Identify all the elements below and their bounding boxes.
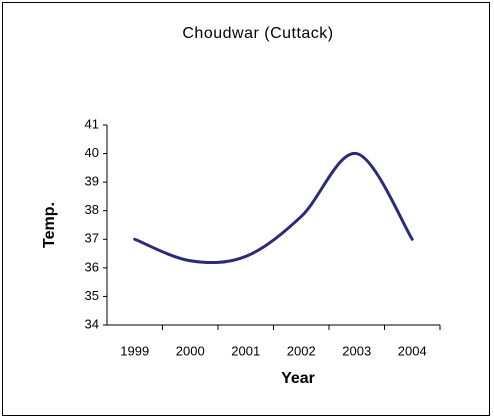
chart-border	[2, 2, 490, 416]
y-tick-label: 37	[85, 231, 99, 246]
y-tick-label: 35	[85, 288, 99, 303]
x-tick-label: 2004	[398, 343, 427, 358]
x-tick-label: 2003	[342, 343, 371, 358]
y-tick-label: 34	[85, 316, 99, 331]
y-tick-label: 38	[85, 202, 99, 217]
x-tick-label: 2001	[231, 343, 260, 358]
y-tick-label: 41	[85, 116, 99, 131]
y-tick-label: 39	[85, 174, 99, 189]
y-tick-label: 40	[85, 145, 99, 160]
x-tick-label: 2000	[176, 343, 205, 358]
y-axis-label: Temp.	[41, 202, 58, 248]
chart-title: Choudwar (Cuttack)	[182, 25, 333, 42]
x-axis-label: Year	[281, 370, 315, 387]
x-tick-label: 1999	[120, 343, 149, 358]
x-tick-label: 2002	[287, 343, 316, 358]
y-tick-label: 36	[85, 259, 99, 274]
line	[133, 152, 414, 265]
